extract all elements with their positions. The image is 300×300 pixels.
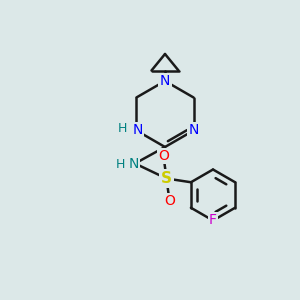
Text: H: H — [118, 122, 128, 136]
Text: H: H — [115, 158, 125, 172]
Text: N: N — [188, 124, 199, 137]
Text: N: N — [128, 157, 139, 170]
Text: N: N — [133, 124, 143, 137]
Text: O: O — [164, 194, 175, 208]
Text: S: S — [161, 171, 172, 186]
Text: N: N — [160, 74, 170, 88]
Text: F: F — [209, 214, 217, 227]
Text: O: O — [158, 149, 169, 163]
